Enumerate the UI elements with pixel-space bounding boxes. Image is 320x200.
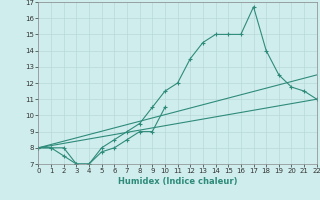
- X-axis label: Humidex (Indice chaleur): Humidex (Indice chaleur): [118, 177, 237, 186]
